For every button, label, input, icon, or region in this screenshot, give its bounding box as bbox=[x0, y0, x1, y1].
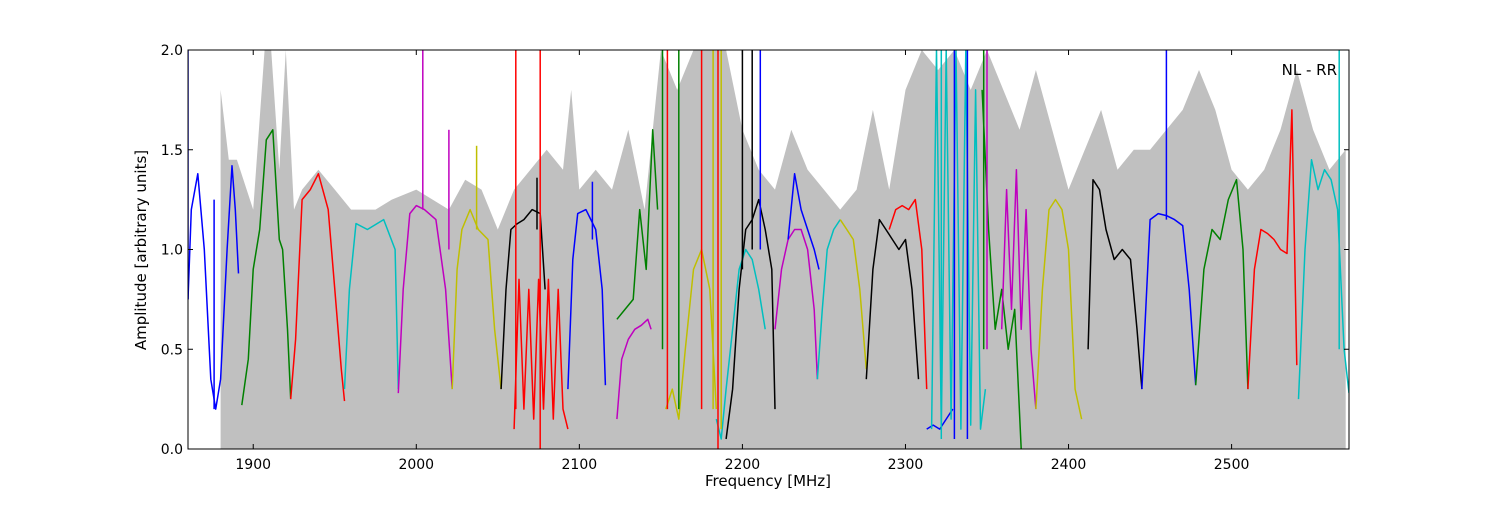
y-tick-label: 1.0 bbox=[161, 243, 183, 259]
series-line-15 bbox=[774, 228, 819, 380]
series-line-7 bbox=[500, 208, 546, 390]
series-line-26 bbox=[1087, 178, 1143, 390]
series-line-16 bbox=[787, 172, 820, 270]
series-line-6 bbox=[451, 208, 502, 390]
x-axis-ticks: 1900 2000 2100 2200 2300 2400 2500 bbox=[235, 50, 1249, 473]
series-line-13 bbox=[715, 248, 766, 440]
spike-layer bbox=[188, 50, 1340, 449]
series-line-18 bbox=[839, 219, 868, 370]
background-band bbox=[220, 50, 1346, 449]
annotation-label: NL - RR bbox=[1282, 61, 1337, 79]
series-line-3 bbox=[289, 172, 346, 402]
series-line-9 bbox=[567, 208, 607, 390]
series-line-28 bbox=[1194, 178, 1249, 390]
series-layer bbox=[188, 50, 1349, 449]
y-tick-label: 0.0 bbox=[161, 442, 183, 458]
series-line-29 bbox=[1247, 109, 1298, 390]
y-axis-ticks: 0.0 0.5 1.0 1.5 2.0 bbox=[161, 43, 1349, 458]
x-tick-label: 2500 bbox=[1214, 457, 1250, 473]
x-tick-label: 2200 bbox=[725, 457, 761, 473]
series-line-17 bbox=[816, 219, 841, 380]
series-line-22 bbox=[930, 50, 987, 430]
x-axis-label: Frequency [MHz] bbox=[705, 472, 831, 490]
x-tick-label: 2300 bbox=[888, 457, 924, 473]
series-line-30 bbox=[1297, 158, 1349, 400]
series-line-24 bbox=[1000, 168, 1037, 410]
series-line-12 bbox=[665, 248, 718, 420]
background-band-layer bbox=[220, 50, 1346, 449]
x-tick-label: 1900 bbox=[235, 457, 271, 473]
series-line-8 bbox=[513, 278, 569, 430]
series-line-19 bbox=[865, 218, 920, 380]
y-tick-label: 0.5 bbox=[161, 342, 183, 358]
series-line-25 bbox=[1035, 198, 1083, 420]
series-line-23 bbox=[981, 89, 1022, 449]
x-tick-label: 2400 bbox=[1051, 457, 1087, 473]
x-tick-label: 2000 bbox=[398, 457, 434, 473]
series-line-27 bbox=[1141, 212, 1197, 390]
series-line-20 bbox=[888, 198, 928, 390]
series-line-11 bbox=[616, 129, 659, 320]
x-tick-label: 2100 bbox=[562, 457, 598, 473]
y-tick-label: 2.0 bbox=[161, 43, 183, 59]
y-axis-label: Amplitude [arbitrary units] bbox=[132, 150, 150, 350]
series-line-1 bbox=[188, 164, 240, 410]
y-tick-label: 1.5 bbox=[161, 143, 183, 159]
series-line-10 bbox=[616, 318, 652, 420]
series-line-2 bbox=[241, 129, 292, 406]
series-line-5 bbox=[397, 204, 453, 394]
series-line-4 bbox=[343, 218, 400, 390]
